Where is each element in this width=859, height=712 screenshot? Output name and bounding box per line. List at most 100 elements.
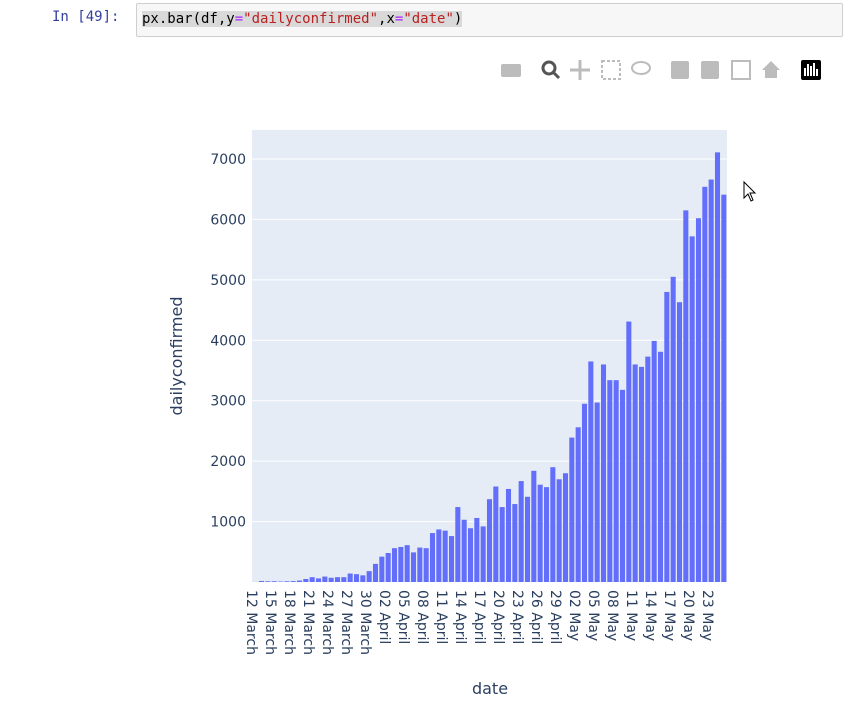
bar [721,194,727,582]
pan-icon[interactable] [570,60,590,80]
bar [714,152,721,583]
x-tick-label: 27 March [338,590,354,655]
bar [626,321,632,582]
x-tick-label: 02 May [566,590,582,641]
x-tick-label: 24 March [319,590,335,655]
x-tick-label: 23 April [509,590,525,644]
bar [290,581,296,582]
bar [398,546,404,582]
bar [303,578,309,582]
code-token: ,x [378,11,395,27]
x-tick-label: 20 May [680,590,696,641]
bar [347,573,353,582]
x-tick-label: 21 March [300,590,316,655]
y-tick-label: 4000 [210,333,246,349]
bar [657,351,664,582]
bar [265,581,271,582]
bar [664,291,670,582]
y-tick-label: 3000 [210,394,246,410]
bar [524,496,531,582]
x-tick-label: 18 March [281,590,297,655]
x-tick-label: 02 April [376,590,392,644]
select-icon[interactable] [601,60,621,80]
bar [429,533,436,582]
code-token: ) [453,11,463,27]
x-tick-label: 12 March [243,590,259,655]
bar [556,479,562,582]
x-tick-label: 14 April [452,590,468,644]
cell-prompt: In [49]: [52,9,120,25]
x-tick-label: 05 April [395,590,411,644]
bar [645,356,651,582]
bar [575,427,581,582]
bar [379,556,385,582]
bar [322,576,328,582]
bar [315,578,322,582]
bar [334,577,341,582]
x-tick-label: 11 April [433,590,449,644]
bar [562,473,569,582]
bar [360,575,366,582]
x-axis-title: date [472,679,508,698]
bar [436,529,442,582]
bar [600,364,607,582]
bar [505,488,512,582]
bar [689,236,695,582]
bar [632,364,638,582]
bar [512,504,518,582]
code-token: = [234,11,244,27]
bar [670,276,676,582]
bar [651,340,657,582]
bar [258,580,265,582]
x-tick-label: 30 March [357,590,373,655]
lasso-icon[interactable] [631,61,651,75]
bar [442,530,448,582]
x-tick-label: 26 April [528,590,544,644]
bar [309,577,315,582]
bar [404,545,410,582]
y-tick-label: 2000 [210,454,246,470]
home-icon[interactable] [762,61,780,78]
bar [328,577,334,582]
x-tick-label: 08 May [604,590,620,641]
bar [702,186,708,583]
x-tick-label: 14 May [642,590,658,641]
x-tick-label: 29 April [547,590,563,644]
bar [410,552,417,582]
bar [518,481,524,582]
bar [695,218,702,582]
x-tick-label: 05 May [585,590,601,641]
camera-icon[interactable] [501,64,521,77]
bar [417,547,423,582]
mouse-cursor [743,180,757,202]
modebar [501,60,821,80]
bar [385,552,391,582]
zoom-in-icon[interactable] [671,61,689,79]
x-tick-label: 11 May [623,590,639,641]
bar [581,403,588,582]
zoom-out-icon[interactable] [701,61,719,79]
x-tick-label: 23 May [699,590,715,641]
y-tick-label: 7000 [210,152,246,168]
bar [284,581,290,582]
bar [613,380,619,582]
code-cell[interactable]: px.bar(df,y="dailyconfirmed",x="date") [136,3,843,37]
bar [537,484,543,582]
bar [683,210,689,582]
bar [366,571,372,582]
bar [372,563,379,582]
y-tick-label: 5000 [210,273,246,289]
bar [588,361,594,582]
autoscale-icon[interactable] [731,60,751,80]
x-tick-label: 08 April [414,590,430,644]
y-axis-title: dailyconfirmed [167,296,186,415]
code: px.bar(df,y="dailyconfirmed",x="date") [142,11,463,27]
bar [448,536,455,582]
bar [569,437,575,582]
bar [486,499,493,582]
zoom-icon[interactable] [541,60,557,76]
bar [499,507,505,582]
code-token: px.bar(df,y [142,11,235,27]
